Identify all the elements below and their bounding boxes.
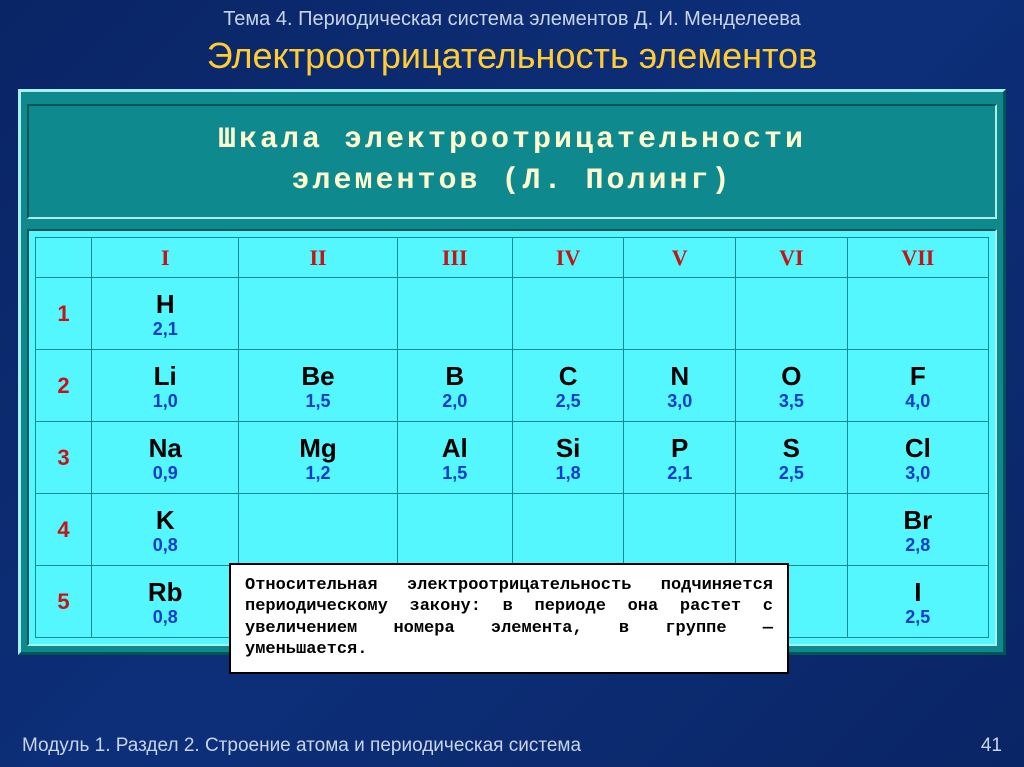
element-symbol: F: [850, 363, 986, 390]
table-cell: F 4,0: [847, 350, 988, 422]
table-row: 1H 2,1: [36, 278, 989, 350]
row-header: 3: [36, 422, 92, 494]
table-header-row: I II III IV V VI VII: [36, 238, 989, 278]
element-value: 1,2: [241, 464, 394, 482]
element-symbol: K: [94, 507, 236, 534]
element-symbol: O: [738, 363, 845, 390]
table-cell: S 2,5: [736, 422, 848, 494]
content-panel: Шкала электроотрицательности элементов (…: [18, 89, 1006, 655]
element-symbol: Al: [400, 435, 510, 462]
table-cell: P 2,1: [624, 422, 736, 494]
table-cell: N 3,0: [624, 350, 736, 422]
table-cell: [512, 278, 624, 350]
table-cell: I 2,5: [847, 566, 988, 638]
element-value: 3,5: [738, 392, 845, 410]
element-value: 1,0: [94, 392, 236, 410]
element-symbol: H: [94, 291, 236, 318]
element-value: 1,8: [515, 464, 622, 482]
table-cell: [397, 278, 512, 350]
element-value: 2,1: [94, 320, 236, 338]
element-symbol: Si: [515, 435, 622, 462]
slide-title: Электроотрицательность элементов: [0, 31, 1024, 89]
element-symbol: Rb: [94, 579, 236, 606]
table-cell: [847, 278, 988, 350]
table-cell: O 3,5: [736, 350, 848, 422]
element-symbol: Br: [850, 507, 986, 534]
element-symbol: Li: [94, 363, 236, 390]
element-symbol: C: [515, 363, 622, 390]
panel-title-line2: элементов (Л. Полинг): [39, 161, 985, 202]
table-cell: [624, 494, 736, 566]
element-symbol: I: [850, 579, 986, 606]
table-cell: K 0,8: [92, 494, 239, 566]
row-header: 2: [36, 350, 92, 422]
col-header: [36, 238, 92, 278]
table-cell: C 2,5: [512, 350, 624, 422]
table-cell: [239, 494, 397, 566]
element-value: 3,0: [626, 392, 733, 410]
page-number: 41: [981, 735, 1002, 757]
element-value: 4,0: [850, 392, 986, 410]
footer: Модуль 1. Раздел 2. Строение атома и пер…: [0, 735, 1024, 757]
table-cell: [512, 494, 624, 566]
row-header: 5: [36, 566, 92, 638]
element-symbol: Cl: [850, 435, 986, 462]
table-cell: [239, 278, 397, 350]
col-header: I: [92, 238, 239, 278]
element-symbol: N: [626, 363, 733, 390]
note-box: Относительная электроотрицательность под…: [229, 563, 789, 674]
table-cell: Li 1,0: [92, 350, 239, 422]
table-cell: [736, 278, 848, 350]
col-header: VII: [847, 238, 988, 278]
element-symbol: Na: [94, 435, 236, 462]
element-value: 1,5: [400, 464, 510, 482]
element-value: 3,0: [850, 464, 986, 482]
table-cell: Br 2,8: [847, 494, 988, 566]
element-value: 2,8: [850, 536, 986, 554]
element-value: 1,5: [241, 392, 394, 410]
table-cell: Mg 1,2: [239, 422, 397, 494]
table-cell: B 2,0: [397, 350, 512, 422]
element-value: 2,5: [850, 608, 986, 626]
table-row: 2Li 1,0 Be 1,5 B 2,0 C 2,5N 3,0 O 3,5 F 4,0: [36, 350, 989, 422]
panel-title: Шкала электроотрицательности элементов (…: [27, 104, 997, 219]
element-symbol: P: [626, 435, 733, 462]
col-header: II: [239, 238, 397, 278]
table-cell: Na 0,9: [92, 422, 239, 494]
col-header: V: [624, 238, 736, 278]
table-row: 3Na 0,9 Mg 1,2 Al 1,5 Si 1,8P 2,1 S 2,5 Cl 3,0: [36, 422, 989, 494]
element-value: 2,1: [626, 464, 733, 482]
element-value: 2,0: [400, 392, 510, 410]
element-symbol: S: [738, 435, 845, 462]
element-symbol: B: [400, 363, 510, 390]
col-header: IV: [512, 238, 624, 278]
panel-title-line1: Шкала электроотрицательности: [39, 120, 985, 161]
col-header: VI: [736, 238, 848, 278]
element-symbol: Be: [241, 363, 394, 390]
table-cell: Si 1,8: [512, 422, 624, 494]
element-value: 2,5: [515, 392, 622, 410]
col-header: III: [397, 238, 512, 278]
footer-text: Модуль 1. Раздел 2. Строение атома и пер…: [22, 735, 581, 757]
topic-line: Тема 4. Периодическая система элементов …: [0, 0, 1024, 31]
table-cell: [397, 494, 512, 566]
element-symbol: Mg: [241, 435, 394, 462]
table-cell: Cl 3,0: [847, 422, 988, 494]
table-cell: Be 1,5: [239, 350, 397, 422]
element-value: 0,9: [94, 464, 236, 482]
element-value: 2,5: [738, 464, 845, 482]
table-cell: H 2,1: [92, 278, 239, 350]
table-cell: Al 1,5: [397, 422, 512, 494]
element-value: 0,8: [94, 608, 236, 626]
table-row: 4K 0,8 Br 2,8: [36, 494, 989, 566]
table-container: I II III IV V VI VII 1H2,12Li1,0Be1,5B2,…: [27, 229, 997, 646]
element-value: 0,8: [94, 536, 236, 554]
row-header: 1: [36, 278, 92, 350]
table-cell: Rb 0,8: [92, 566, 239, 638]
table-cell: [736, 494, 848, 566]
row-header: 4: [36, 494, 92, 566]
table-cell: [624, 278, 736, 350]
